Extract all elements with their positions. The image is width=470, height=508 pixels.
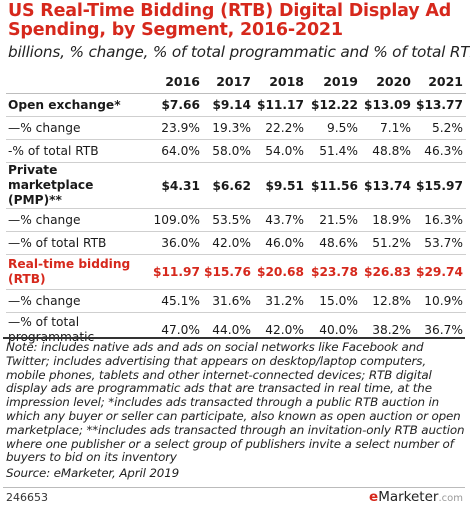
data-cell: 16.3%: [414, 208, 466, 232]
data-cell: 36.7%: [414, 312, 466, 348]
data-cell: 5.2%: [414, 116, 466, 140]
data-cell: $13.74: [361, 162, 414, 209]
data-cell: $13.77: [414, 93, 466, 117]
row-label: Real-time bidding (RTB): [6, 254, 148, 290]
data-cell: $11.56: [307, 162, 361, 209]
data-table: 2016 2017 2018 2019 2020 2021 Open excha…: [6, 70, 466, 348]
data-cell: $7.66: [148, 93, 203, 117]
data-cell: 54.0%: [254, 139, 307, 163]
chart-id: 246653: [6, 491, 48, 504]
column-header: 2021: [414, 70, 466, 94]
notes-section: Note: includes native ads and ads on soc…: [3, 337, 465, 481]
logo-name: Marketer: [378, 489, 439, 505]
row-label: —% change: [6, 116, 148, 140]
data-cell: 51.2%: [361, 231, 414, 255]
note-text: Note: includes native ads and ads on soc…: [6, 340, 465, 465]
data-cell: 22.2%: [254, 116, 307, 140]
data-cell: $11.97: [148, 254, 203, 290]
data-cell: $9.14: [203, 93, 254, 117]
data-cell: $12.22: [307, 93, 361, 117]
data-cell: 44.0%: [203, 312, 254, 348]
data-cell: $20.68: [254, 254, 307, 290]
data-cell: $15.97: [414, 162, 466, 209]
emarketer-logo: eMarketer.com: [369, 489, 463, 505]
data-cell: 64.0%: [148, 139, 203, 163]
data-cell: 48.6%: [307, 231, 361, 255]
table-row: -% of total RTB 64.0% 58.0% 54.0% 51.4% 48.8%…: [6, 139, 466, 163]
source-text: Source: eMarketer, April 2019: [6, 466, 180, 481]
data-cell: 21.5%: [307, 208, 361, 232]
chart-subtitle: billions, % change, % of total programma…: [8, 43, 470, 61]
table-row: —% change 23.9% 19.3% 22.2% 9.5% 7.1% 5.2%: [6, 116, 466, 140]
row-label: —% change: [6, 208, 148, 232]
column-header: 2017: [203, 70, 254, 94]
data-cell: 38.2%: [361, 312, 414, 348]
table-row: —% change 45.1% 31.6% 31.2% 15.0% 12.8% 10.9%: [6, 289, 466, 313]
data-cell: $4.31: [148, 162, 203, 209]
data-cell: 31.6%: [203, 289, 254, 313]
logo-suffix: .com: [438, 493, 463, 504]
data-cell: $9.51: [254, 162, 307, 209]
data-cell: 46.0%: [254, 231, 307, 255]
column-header: 2016: [148, 70, 203, 94]
data-cell: 53.5%: [203, 208, 254, 232]
row-label: -% of total RTB: [6, 139, 148, 163]
data-cell: 43.7%: [254, 208, 307, 232]
data-cell: 109.0%: [148, 208, 203, 232]
table-row: Open exchange* $7.66 $9.14 $11.17 $12.22 $13.…: [6, 93, 466, 117]
row-label: Open exchange*: [6, 93, 148, 117]
row-label: —% change: [6, 289, 148, 313]
data-cell: 58.0%: [203, 139, 254, 163]
row-label: —% of total RTB: [6, 231, 148, 255]
data-cell: $15.76: [203, 254, 254, 290]
data-cell: 23.9%: [148, 116, 203, 140]
data-cell: 7.1%: [361, 116, 414, 140]
data-cell: 40.0%: [307, 312, 361, 348]
table-row: Real-time bidding (RTB) $11.97 $15.76 $20.6…: [6, 254, 466, 290]
data-cell: 36.0%: [148, 231, 203, 255]
data-cell: $23.78: [307, 254, 361, 290]
data-cell: $6.62: [203, 162, 254, 209]
chart-title: US Real-Time Bidding (RTB) Digital Displ…: [8, 1, 452, 40]
table-row: —% of total RTB 36.0% 42.0% 46.0% 48.6% 51.2%…: [6, 231, 466, 255]
data-cell: $11.17: [254, 93, 307, 117]
data-cell: 18.9%: [361, 208, 414, 232]
data-cell: 47.0%: [148, 312, 203, 348]
data-cell: 42.0%: [203, 231, 254, 255]
data-cell: 15.0%: [307, 289, 361, 313]
header-row: 2016 2017 2018 2019 2020 2021: [6, 70, 466, 94]
table-row: Private marketplace (PMP)** $4.31 $6.62 $9.…: [6, 162, 466, 209]
data-cell: 46.3%: [414, 139, 466, 163]
footer: 246653 eMarketer.com: [3, 487, 465, 506]
data-cell: 31.2%: [254, 289, 307, 313]
data-cell: $26.83: [361, 254, 414, 290]
header-corner: [6, 70, 148, 94]
data-cell: 48.8%: [361, 139, 414, 163]
data-cell: 12.8%: [361, 289, 414, 313]
column-header: 2020: [361, 70, 414, 94]
data-cell: 45.1%: [148, 289, 203, 313]
column-header: 2018: [254, 70, 307, 94]
data-cell: 10.9%: [414, 289, 466, 313]
logo-prefix: e: [369, 489, 379, 505]
data-cell: $13.09: [361, 93, 414, 117]
column-header: 2019: [307, 70, 361, 94]
data-cell: 9.5%: [307, 116, 361, 140]
data-cell: 51.4%: [307, 139, 361, 163]
table-row: —% change 109.0% 53.5% 43.7% 21.5% 18.9% 16.3%: [6, 208, 466, 232]
data-cell: $29.74: [414, 254, 466, 290]
data-cell: 53.7%: [414, 231, 466, 255]
row-label: Private marketplace (PMP)**: [6, 162, 148, 209]
data-cell: 19.3%: [203, 116, 254, 140]
data-cell: 42.0%: [254, 312, 307, 348]
